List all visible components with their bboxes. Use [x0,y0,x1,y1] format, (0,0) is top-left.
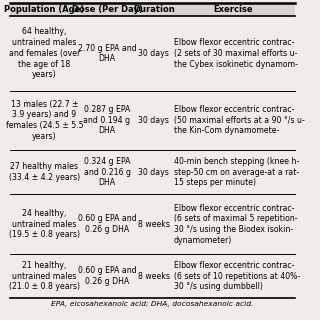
Text: 27 healthy males
(33.4 ± 4.2 years): 27 healthy males (33.4 ± 4.2 years) [9,162,80,182]
Text: 2.70 g EPA and
DHA: 2.70 g EPA and DHA [78,44,136,63]
Text: 13 males (22.7 ±
3.9 years) and 9
females (24.5 ± 5.5
years): 13 males (22.7 ± 3.9 years) and 9 female… [6,100,83,141]
Text: 8 weeks: 8 weeks [138,220,170,229]
Text: Elbow flexor eccentric contrac-
(6 sets of maximal 5 repetition-
30 °/s using th: Elbow flexor eccentric contrac- (6 sets … [174,204,297,245]
Text: 21 healthy,
untrained males
(21.0 ± 0.8 years): 21 healthy, untrained males (21.0 ± 0.8 … [9,261,80,292]
Bar [10,254,295,298]
Text: Duration: Duration [133,5,175,14]
Bar [10,195,295,254]
Text: 40-min bench stepping (knee h-
step-50 cm on average-at a rat-
15 steps per minu: 40-min bench stepping (knee h- step-50 c… [174,157,299,188]
Text: Elbow flexor eccentric contrac-
(6 sets of 10 repetitions at 40%-
30 °/s using d: Elbow flexor eccentric contrac- (6 sets … [174,261,300,292]
Bar [10,3,295,16]
Text: 30 days: 30 days [139,168,169,177]
Text: 8 weeks: 8 weeks [138,272,170,281]
Text: 0.60 g EPA and
0.26 g DHA: 0.60 g EPA and 0.26 g DHA [78,214,136,234]
Text: 0.60 g EPA and
0.26 g DHA: 0.60 g EPA and 0.26 g DHA [78,266,136,286]
Text: Exercise: Exercise [214,5,253,14]
Text: 0.324 g EPA
and 0.216 g
DHA: 0.324 g EPA and 0.216 g DHA [84,157,131,188]
Text: EPA, eicosahexanoic acid; DHA, docosahexanoic acid.: EPA, eicosahexanoic acid; DHA, docosahex… [51,301,254,308]
Text: Elbow flexor eccentric contrac-
(2 sets of 30 maximal efforts u-
the Cybex isoki: Elbow flexor eccentric contrac- (2 sets … [174,38,298,69]
Text: Dose (Per Day): Dose (Per Day) [72,5,142,14]
Text: Elbow flexor eccentric contrac-
(50 maximal efforts at a 90 °/s u-
the Kin-Com d: Elbow flexor eccentric contrac- (50 maxi… [174,105,305,135]
Text: 30 days: 30 days [139,116,169,125]
Bar [10,150,295,195]
Text: 24 healthy,
untrained males
(19.5 ± 0.8 years): 24 healthy, untrained males (19.5 ± 0.8 … [9,209,80,239]
Text: 0.287 g EPA
and 0.194 g
DHA: 0.287 g EPA and 0.194 g DHA [84,105,131,135]
Text: 64 healthy,
untrained males
and females (over
the age of 18
years): 64 healthy, untrained males and females … [9,28,80,79]
Text: 30 days: 30 days [139,49,169,58]
Bar [10,91,295,150]
Text: Population (Age): Population (Age) [4,5,84,14]
Bar [10,16,295,91]
